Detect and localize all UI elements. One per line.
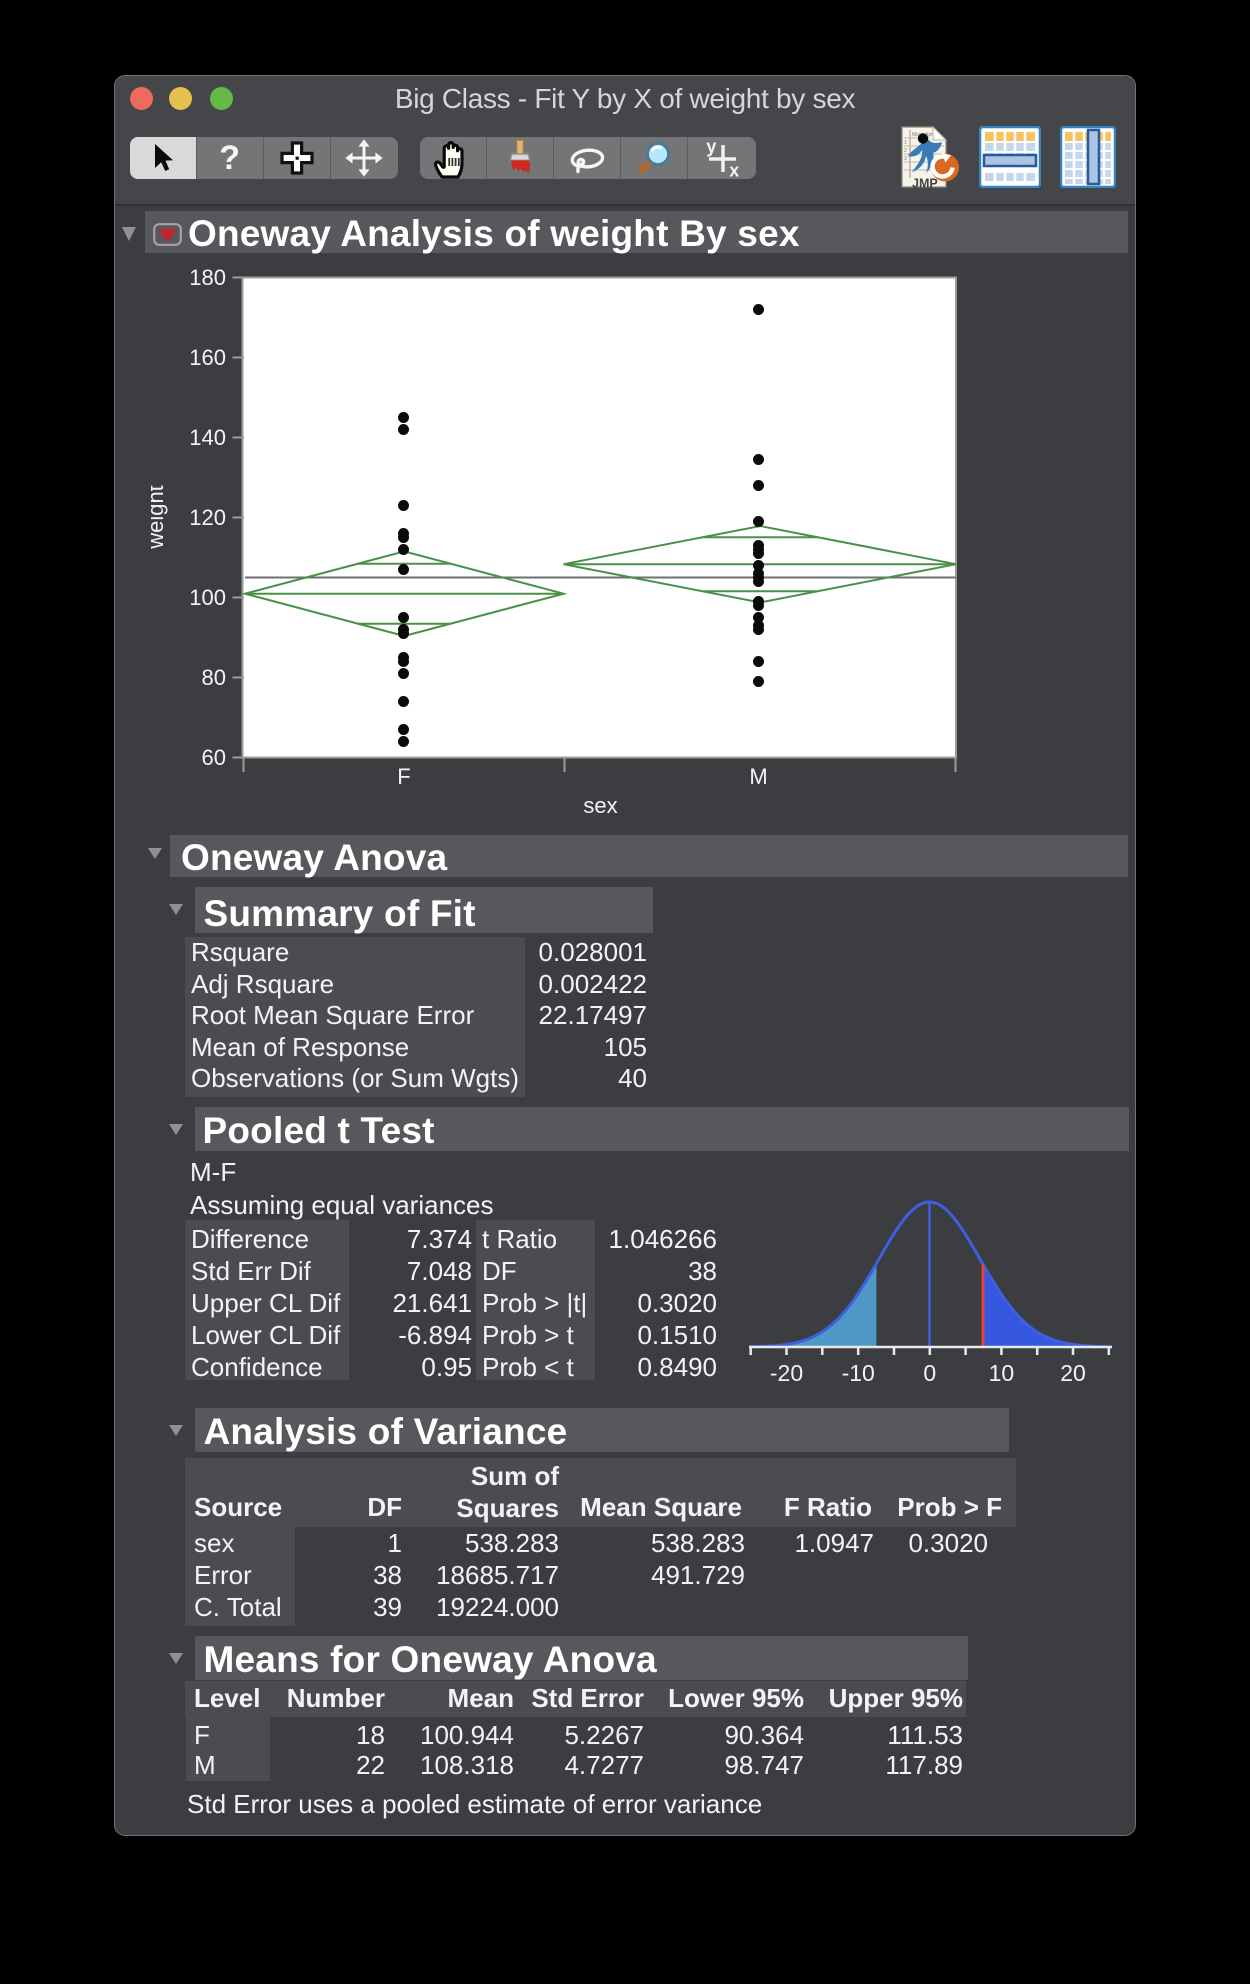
svg-text:1: 1	[904, 140, 907, 146]
svg-text:60: 60	[202, 745, 226, 770]
svg-text:140: 140	[189, 425, 226, 450]
svg-text:180: 180	[189, 266, 226, 290]
svg-text:weight: weight	[151, 485, 168, 550]
svg-text:F: F	[397, 764, 410, 789]
svg-text:2: 2	[904, 148, 907, 154]
svg-text:-20: -20	[770, 1360, 803, 1386]
svg-text:sex: sex	[583, 793, 617, 816]
svg-text:-10: -10	[842, 1360, 875, 1386]
svg-text:y: y	[706, 138, 716, 156]
svg-text:80: 80	[202, 665, 226, 690]
svg-text:160: 160	[189, 345, 226, 370]
svg-text:20: 20	[1060, 1360, 1086, 1386]
svg-text:M: M	[749, 764, 767, 789]
svg-text:10: 10	[989, 1360, 1015, 1386]
svg-text:x: x	[729, 160, 739, 178]
svg-text:120: 120	[189, 505, 226, 530]
svg-text:100: 100	[189, 585, 226, 610]
svg-text:0: 0	[923, 1360, 936, 1386]
svg-text:3: 3	[904, 156, 907, 162]
svg-text:JMP: JMP	[912, 177, 938, 191]
